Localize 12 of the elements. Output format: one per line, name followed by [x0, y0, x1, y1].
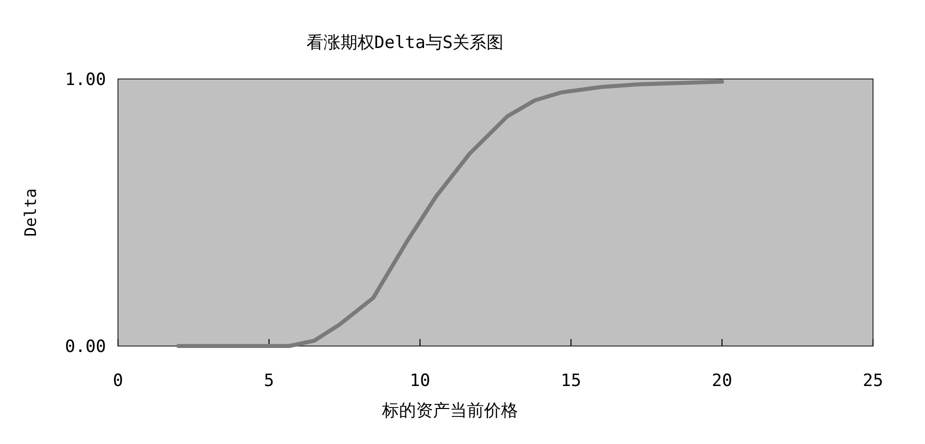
y-tick-label: 0.00 [65, 337, 106, 357]
chart-title: 看涨期权Delta与S关系图 [306, 33, 504, 53]
x-tick-label: 5 [264, 371, 274, 391]
y-tick-label: 1.00 [65, 70, 106, 90]
x-tick-label: 20 [712, 371, 732, 391]
x-tick-label: 15 [560, 371, 582, 391]
x-tick-label: 10 [410, 371, 430, 391]
x-tick-label: 25 [862, 371, 884, 391]
line-series [176, 80, 724, 348]
y-axis-title: Delta [21, 188, 40, 237]
x-tick-label: 0 [112, 371, 124, 391]
x-axis-title: 标的资产当前价格 [381, 401, 518, 421]
